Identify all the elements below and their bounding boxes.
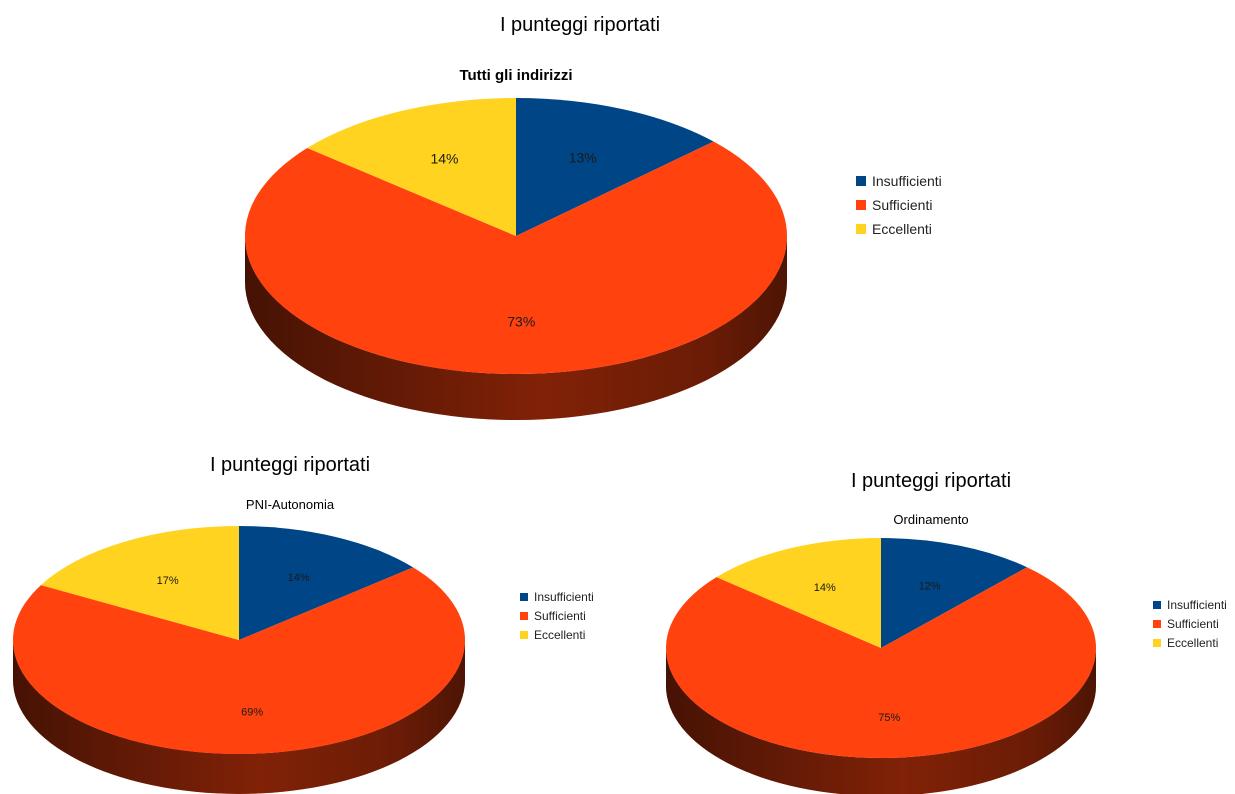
- legend-label: Insufficienti: [872, 173, 942, 189]
- pie-slice-sufficienti: [666, 567, 1096, 758]
- legend-label: Sufficienti: [1167, 617, 1219, 631]
- chart-subtitle: Tutti gli indirizzi: [459, 67, 572, 84]
- pie-chart-ordinamento: I punteggi riportati Ordinamento 12%75%1…: [666, 470, 1227, 794]
- chart-subtitle: Ordinamento: [893, 512, 968, 527]
- legend-label: Sufficienti: [872, 197, 932, 213]
- slice-value-label: 14%: [288, 572, 310, 584]
- legend-label: Eccellenti: [872, 221, 932, 237]
- chart-title: I punteggi riportati: [500, 14, 660, 36]
- legend-swatch: [1153, 639, 1161, 647]
- legend-swatch: [1153, 620, 1161, 628]
- chart-title: I punteggi riportati: [851, 470, 1011, 492]
- pie-chart-all: I punteggi riportati Tutti gli indirizzi…: [245, 14, 942, 420]
- pie-slice-insufficienti: [239, 526, 414, 640]
- slice-value-label: 17%: [157, 575, 179, 587]
- slice-value-label: 69%: [241, 706, 263, 718]
- slice-value-label: 12%: [919, 580, 941, 592]
- pie-slice-eccellenti: [40, 526, 240, 640]
- pie-body: 14% 69% 17%: [12, 526, 466, 794]
- chart-title: I punteggi riportati: [210, 454, 370, 476]
- legend-swatch: [520, 593, 528, 601]
- legend-swatch: [856, 176, 866, 186]
- legend-swatch: [520, 612, 528, 620]
- pie-body: 13% 73% 14%: [245, 98, 788, 420]
- legend-swatch: [856, 200, 866, 210]
- legend-label: Sufficienti: [534, 609, 586, 623]
- pie-side-shading: [13, 640, 465, 794]
- legend: Insufficienti Sufficienti Eccellenti: [520, 590, 594, 642]
- legend-label: Insufficienti: [534, 590, 594, 604]
- slice-value-label: 73%: [507, 314, 535, 330]
- legend-swatch: [856, 224, 866, 234]
- legend: Insufficienti Sufficienti Eccellenti: [1153, 598, 1227, 650]
- pie-slice-sufficienti: [12, 567, 466, 754]
- slice-value-label: 13%: [569, 149, 597, 165]
- legend-swatch: [1153, 601, 1161, 609]
- legend-label: Eccellenti: [1167, 636, 1218, 650]
- pie-side-shading: [245, 236, 787, 420]
- chart-subtitle: PNI-Autonomia: [246, 497, 335, 512]
- pie-slice-sufficienti: [245, 141, 788, 375]
- pie-slice-insufficienti: [881, 538, 1028, 648]
- legend-swatch: [520, 631, 528, 639]
- pie-chart-pni: I punteggi riportati PNI-Autonomia 14% 69…: [12, 454, 594, 794]
- pie-body: 12% 75% 14%: [666, 538, 1096, 794]
- slice-value-label: 14%: [814, 582, 836, 594]
- slice-value-label: 75%: [878, 712, 900, 724]
- legend: Insufficienti Sufficienti Eccellenti: [856, 173, 942, 237]
- legend-label: Eccellenti: [534, 628, 585, 642]
- pie-side-shading: [666, 648, 1096, 794]
- legend-label: Insufficienti: [1167, 598, 1227, 612]
- pie-slice-eccellenti: [307, 98, 516, 236]
- pie-slice-eccellenti: [716, 538, 881, 648]
- slice-value-label: 14%: [430, 151, 458, 167]
- pie-slice-insufficienti: [516, 98, 714, 236]
